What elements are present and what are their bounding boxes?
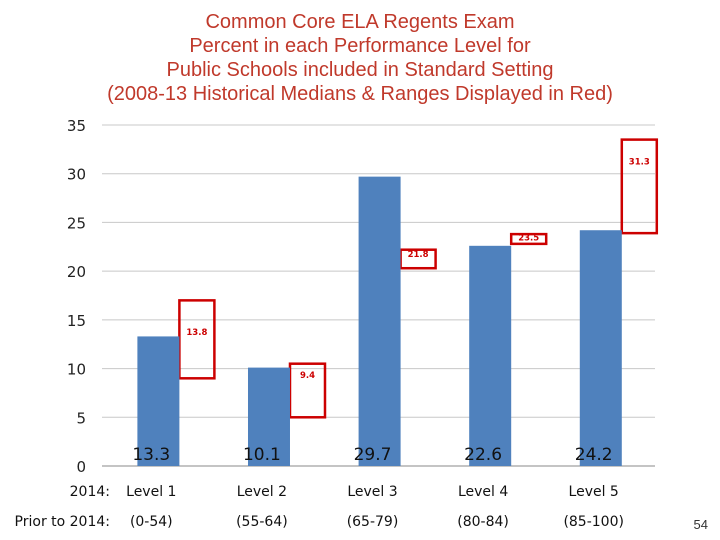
category-row-label: Prior to 2014: [15, 514, 110, 530]
value-label: 29.7 [354, 445, 392, 465]
y-tick-label: 5 [76, 409, 86, 427]
y-tick-label: 30 [67, 166, 86, 184]
bar-1 [137, 336, 180, 466]
x-subtick-label: (55-64) [236, 514, 288, 530]
bar-2 [247, 367, 290, 466]
y-tick-label: 35 [67, 117, 86, 135]
x-tick-label: Level 2 [237, 484, 287, 500]
x-subtick-label: (0-54) [130, 514, 173, 530]
title-line-3: Public Schools included in Standard Sett… [166, 59, 554, 81]
y-tick-label: 20 [67, 263, 86, 281]
x-subtick-label: (85-100) [563, 514, 624, 530]
y-tick-label: 10 [67, 361, 86, 379]
chart-title: Common Core ELA Regents Exam Percent in … [0, 10, 720, 106]
y-tick-label: 15 [67, 312, 86, 330]
value-label: 13.3 [132, 445, 170, 465]
title-line-1: Common Core ELA Regents Exam [205, 11, 515, 33]
historical-median-label: 31.3 [629, 158, 650, 168]
historical-range-box [178, 299, 216, 380]
x-tick-label: Level 3 [347, 484, 397, 500]
title-line-2: Percent in each Performance Level for [189, 35, 531, 57]
bar-3 [358, 176, 401, 466]
historical-median-label: 21.8 [408, 250, 429, 260]
slide-number: 54 [693, 517, 708, 532]
historical-median-label: 23.5 [518, 234, 539, 244]
historical-range-box [509, 232, 548, 246]
bar-4 [469, 245, 512, 466]
category-row-label: 2014: [70, 484, 110, 500]
value-label: 22.6 [464, 445, 502, 465]
x-subtick-label: (65-79) [347, 514, 399, 530]
historical-median-label: 13.8 [186, 328, 207, 338]
label-layer: 13.3 10.1 29.7 22.6 24.2 2014: Prior to 2014: L… [15, 445, 624, 530]
x-tick-label: Level 4 [458, 484, 508, 500]
bar-5 [579, 230, 622, 466]
x-subtick-label: (80-84) [457, 514, 509, 530]
title-line-4: (2008-13 Historical Medians & Ranges Dis… [107, 83, 613, 105]
y-tick-label: 0 [76, 458, 86, 476]
bar-layer [137, 176, 622, 466]
x-tick-label: Level 5 [569, 484, 619, 500]
value-label: 10.1 [243, 445, 281, 465]
x-tick-label: Level 1 [126, 484, 176, 500]
y-tick-label: 25 [67, 214, 86, 232]
historical-median-label: 9.4 [300, 371, 315, 381]
value-label: 24.2 [575, 445, 613, 465]
historical-range-box [620, 138, 659, 235]
